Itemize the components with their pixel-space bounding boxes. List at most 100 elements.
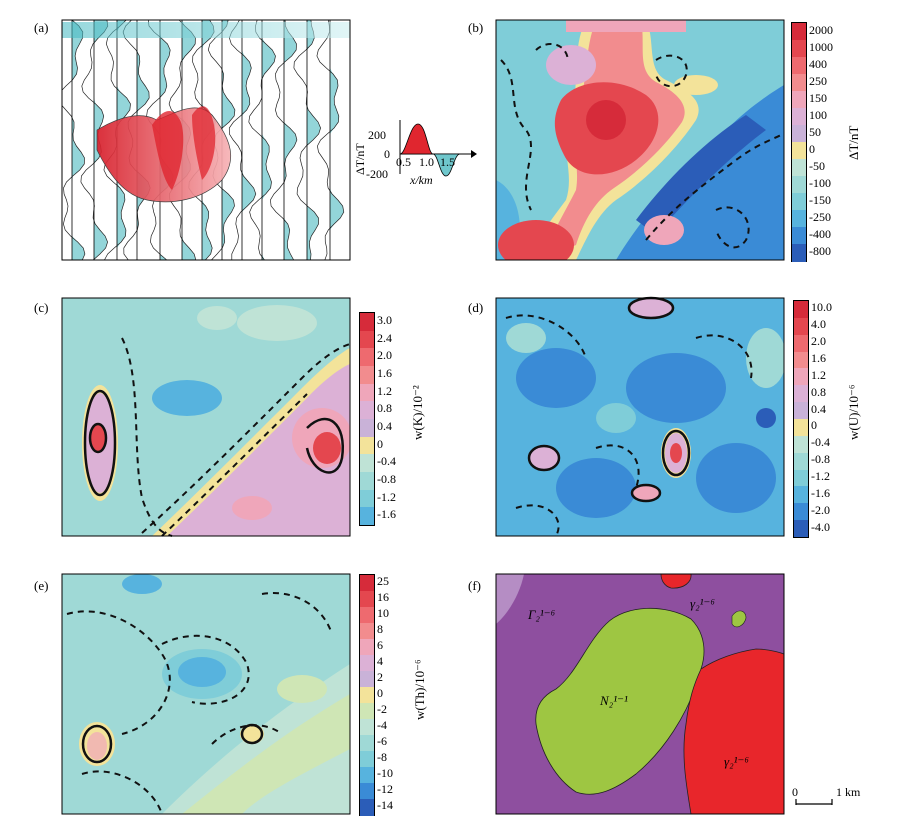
- colorbar-e-swatch: [360, 607, 374, 624]
- region-gamma-red-small: [660, 574, 692, 589]
- colorbar-e-tick: -8: [377, 750, 387, 764]
- colorbar-e-tick: -10: [377, 766, 393, 780]
- colorbar-b-ticks: 2000 1000 400 250 150 100 50 0 -50 -100 -150 -250 -4…: [809, 20, 869, 260]
- colorbar-d-tick: 4.0: [811, 317, 826, 332]
- colorbar-e-swatch: [360, 767, 374, 784]
- colorbar-e-swatch: [360, 671, 374, 688]
- profile-trace-fill: [117, 20, 131, 260]
- profile-trace-line: [316, 20, 345, 260]
- colorbar-d-tick: -1.2: [811, 469, 830, 483]
- colorbar-b-tick: 1000: [809, 39, 833, 54]
- profile-trace-fill: [242, 20, 256, 260]
- colorbar-e-swatch: [360, 655, 374, 672]
- panel-label-a: (a): [34, 20, 49, 35]
- colorbar-d-tick: 10.0: [811, 300, 832, 315]
- colorbar-b-swatch: [792, 125, 806, 143]
- profile-trace-fill: [160, 20, 174, 260]
- colorbar-e-tick: 0: [377, 686, 383, 700]
- colorbar-d-swatch: [794, 419, 808, 437]
- colorbar-d-tick: 1.2: [811, 367, 826, 382]
- colorbar-b-tick: -150: [809, 192, 831, 207]
- colorbar-d-swatch: [794, 385, 808, 403]
- colorbar-b-swatch: [792, 57, 806, 75]
- inset-ytick-minus200: -200: [366, 167, 388, 181]
- panel-label-f: (f): [468, 578, 481, 593]
- colorbar-d-swatch: [794, 301, 808, 319]
- geology-label-n: N₂¹⁻¹: [600, 693, 628, 708]
- colorbar-d-swatch: [794, 503, 808, 521]
- colorbar-e-tick: 16: [377, 590, 389, 604]
- colorbar-b-tick: -50: [809, 158, 825, 173]
- map-c-potassium: [61, 297, 351, 537]
- colorbar-b: [791, 22, 807, 262]
- colorbar-d-tick: -2.0: [811, 502, 830, 517]
- colorbar-b-tick: -100: [809, 175, 831, 190]
- profile-trace-fill: [72, 20, 85, 260]
- profile-trace-line: [62, 20, 86, 260]
- geology-label-gamma-red: γ₂¹⁻⁶: [724, 754, 749, 769]
- colorbar-d-tick: -0.4: [811, 435, 830, 450]
- colorbar-e-swatch: [360, 751, 374, 768]
- colorbar-b-swatch: [792, 210, 806, 228]
- colorbar-e-swatch: [360, 639, 374, 656]
- colorbar-c-swatch: [360, 366, 374, 385]
- colorbar-d-ticks: 10.0 4.0 2.0 1.6 1.2 0.8 0.4 0 -0.4 -0.8 -1.2 -1.6 -…: [811, 298, 861, 536]
- colorbar-d-swatch: [794, 486, 808, 504]
- colorbar-b-swatch: [792, 176, 806, 194]
- panel-label-d: (d): [468, 300, 484, 315]
- colorbar-e-swatch: [360, 623, 374, 640]
- colorbar-e-tick: -14: [377, 798, 393, 812]
- colorbar-c-swatch: [360, 489, 374, 508]
- colorbar-e-tick: 4: [377, 654, 383, 668]
- colorbar-c-tick: 2.4: [377, 330, 392, 345]
- panel-label-b: (b): [468, 20, 484, 35]
- colorbar-c-swatch: [360, 313, 374, 332]
- colorbar-c-swatch: [360, 383, 374, 402]
- profile-trace-fill: [330, 20, 344, 260]
- colorbar-b-tick: -400: [809, 226, 831, 241]
- colorbar-d-swatch: [794, 520, 808, 538]
- colorbar-d-tick: 1.6: [811, 351, 826, 365]
- colorbar-c-swatch: [360, 454, 374, 473]
- colorbar-b-swatch: [792, 142, 806, 160]
- colorbar-d-swatch: [794, 452, 808, 471]
- inset-xtick-1.5: 1.5: [440, 155, 455, 169]
- colorbar-d-swatch: [794, 334, 808, 353]
- inset-xlabel: x/km: [410, 173, 433, 187]
- colorbar-c-tick: 0.8: [377, 401, 392, 416]
- geology-label-gamma-red-small: γ₂¹⁻⁶: [690, 596, 715, 611]
- colorbar-b-swatch: [792, 227, 806, 245]
- colorbar-c-tick: 1.6: [377, 365, 392, 380]
- profile-trace-line: [293, 20, 321, 260]
- colorbar-e-tick: 8: [377, 622, 383, 636]
- colorbar-b-tick: -250: [809, 209, 831, 224]
- colorbar-e-swatch: [360, 687, 374, 704]
- geology-map: [495, 573, 785, 815]
- colorbar-b-tick: 2000: [809, 22, 833, 37]
- colorbar-d-tick: 0.8: [811, 384, 826, 399]
- colorbar-d: [793, 300, 809, 538]
- colorbar-b-title: ΔT/nT: [846, 125, 861, 160]
- colorbar-b-tick: 50: [809, 124, 821, 139]
- colorbar-d-tick: -4.0: [811, 519, 830, 534]
- scale-bar-start: 0: [792, 785, 798, 799]
- inset-anomaly-plot: [399, 120, 477, 177]
- colorbar-e-tick: -6: [377, 734, 387, 748]
- colorbar-e-tick: -4: [377, 718, 387, 732]
- colorbar-d-swatch: [794, 368, 808, 386]
- colorbar-e-ticks: 25 16 10 8 6 4 2 0 -2 -4 -6 -8 -10 -12 -14: [377, 572, 427, 814]
- colorbar-b-tick: -800: [809, 243, 831, 258]
- colorbar-e-swatch: [360, 575, 374, 592]
- colorbar-c-tick: 0.4: [377, 418, 392, 433]
- colorbar-e-tick: 6: [377, 638, 383, 652]
- profile-trace-line: [228, 20, 257, 260]
- colorbar-e-swatch: [360, 783, 374, 800]
- colorbar-c-swatch: [360, 330, 374, 349]
- colorbar-c-swatch: [360, 348, 374, 367]
- colorbar-d-swatch: [794, 402, 808, 420]
- inset-ylabel: ΔT/nT: [353, 143, 367, 175]
- colorbar-b-swatch: [792, 23, 806, 41]
- inset-xtick-1.0: 1.0: [419, 155, 434, 169]
- colorbar-e-tick: 10: [377, 606, 389, 620]
- colorbar-c-tick: 0: [377, 436, 383, 451]
